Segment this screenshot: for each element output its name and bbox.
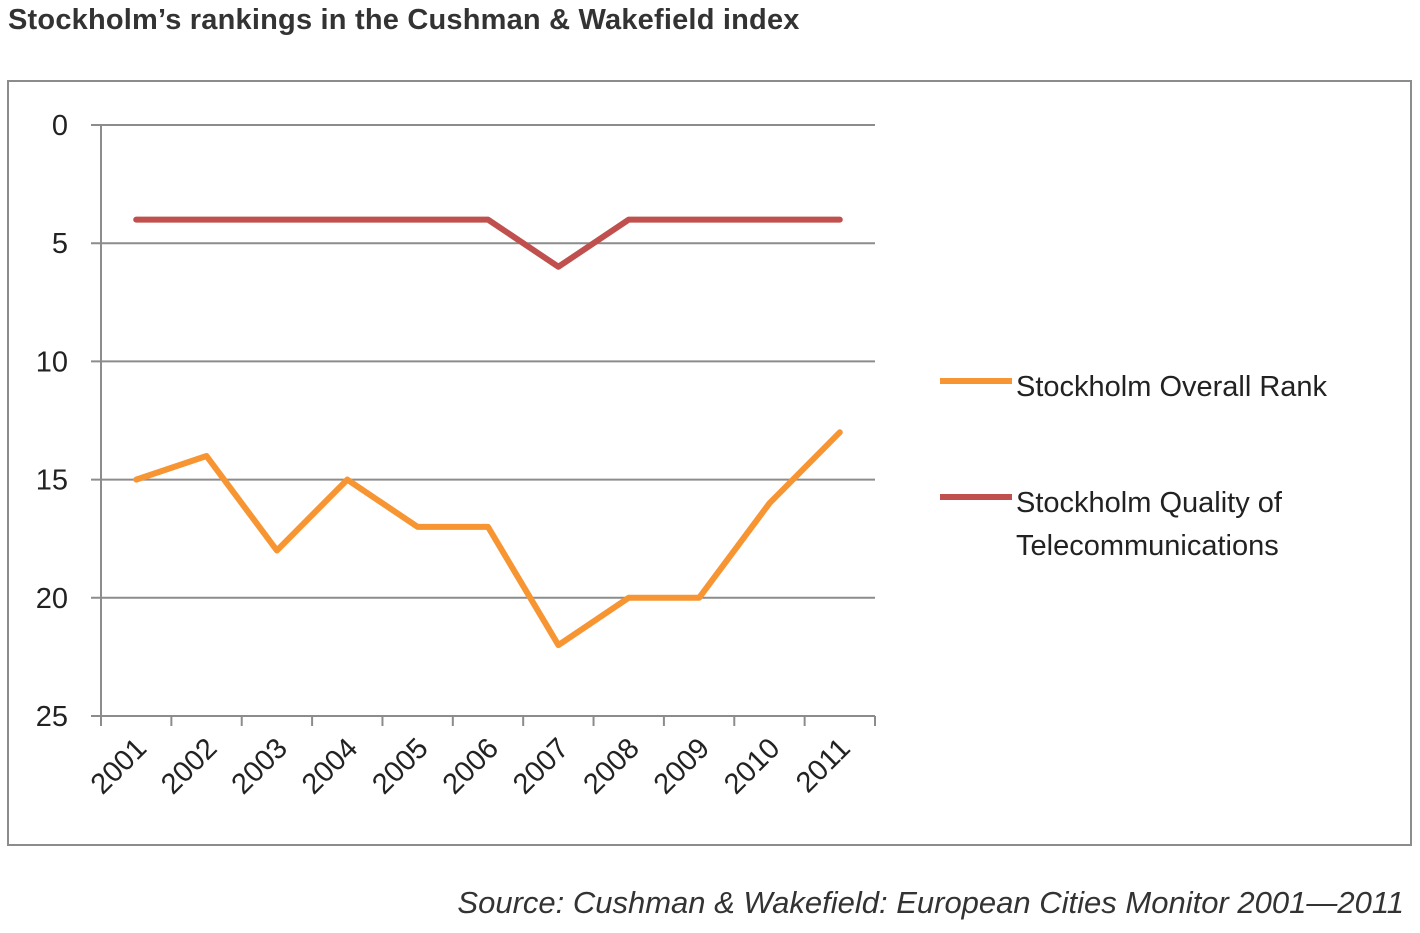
y-tick-label: 25 bbox=[36, 701, 68, 733]
chart-frame bbox=[7, 80, 1412, 846]
x-tick-label: 2009 bbox=[648, 732, 716, 800]
x-tick-label: 2008 bbox=[577, 732, 645, 800]
chart-title: Stockholm’s rankings in the Cushman & Wa… bbox=[8, 4, 800, 36]
x-tick-label: 2003 bbox=[226, 732, 294, 800]
x-axis-ticks: 2001 2002 2003 2004 2005 2006 2007 2008 2009 2010… bbox=[85, 716, 876, 801]
x-tick-label: 2005 bbox=[366, 732, 434, 800]
x-tick-label: 2004 bbox=[296, 732, 364, 800]
legend-label-overall-rank: Stockholm Overall Rank bbox=[1016, 371, 1328, 403]
y-tick-label: 0 bbox=[52, 110, 68, 142]
x-tick-label: 2006 bbox=[437, 732, 505, 800]
legend-label-telecom-quality-line2: Telecommunications bbox=[1016, 530, 1279, 562]
y-tick-label: 5 bbox=[52, 228, 68, 260]
legend-label-telecom-quality-line1: Stockholm Quality of bbox=[1016, 487, 1283, 519]
y-tick-label: 10 bbox=[36, 346, 68, 378]
x-tick-label: 2002 bbox=[155, 732, 223, 800]
series-line-telecom-quality bbox=[133, 216, 843, 270]
axes bbox=[100, 125, 875, 717]
y-axis-ticks: 0 5 10 15 20 25 bbox=[36, 110, 68, 733]
x-tick-label: 2010 bbox=[718, 732, 786, 800]
y-tick-label: 15 bbox=[36, 465, 68, 497]
x-tick-label: 2001 bbox=[85, 732, 153, 800]
x-tick-label: 2007 bbox=[507, 732, 575, 800]
source-note: Source: Cushman & Wakefield: European Ci… bbox=[457, 885, 1404, 920]
series-lines bbox=[133, 216, 843, 649]
y-tick-label: 20 bbox=[36, 583, 68, 615]
x-tick-label: 2011 bbox=[790, 732, 857, 799]
legend: Stockholm Overall Rank Stockholm Quality… bbox=[940, 371, 1328, 562]
series-line-overall-rank bbox=[133, 429, 843, 649]
gridlines bbox=[91, 124, 875, 717]
